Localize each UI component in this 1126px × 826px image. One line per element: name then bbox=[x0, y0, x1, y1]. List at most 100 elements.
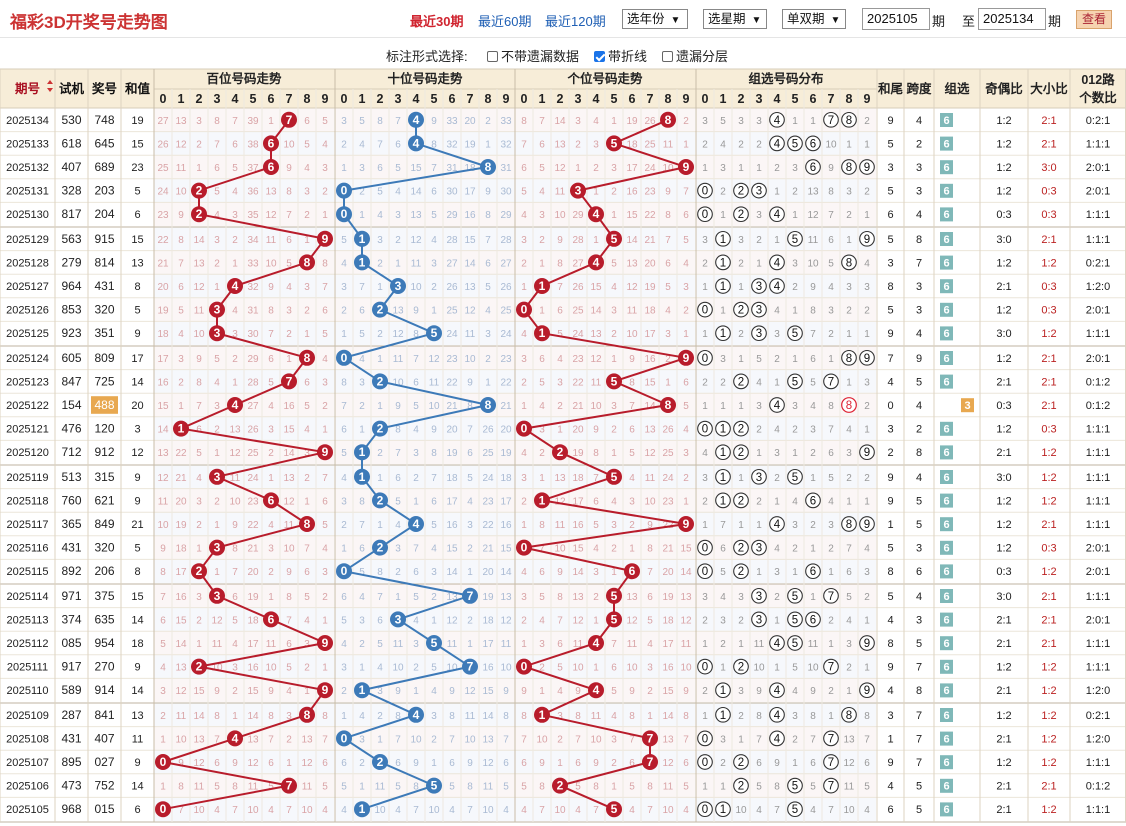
checkbox[interactable] bbox=[487, 51, 498, 62]
omission-value: 2 bbox=[232, 686, 238, 697]
omission-value: 8 bbox=[413, 329, 419, 340]
tens-ball bbox=[354, 682, 370, 699]
trial-cell: 618 bbox=[61, 136, 81, 150]
odd-even-cell: 2:1 bbox=[996, 376, 1011, 388]
omission-value: 12 bbox=[626, 282, 638, 293]
ball-digit: 1 bbox=[359, 470, 366, 484]
omission-value: 4 bbox=[359, 139, 365, 150]
digit-header: 0 bbox=[521, 92, 528, 106]
period-cell: 2025131 bbox=[6, 186, 49, 198]
span-cell: 2 bbox=[916, 138, 922, 150]
sum-tail-cell: 9 bbox=[887, 328, 893, 340]
omission-value: 1 bbox=[395, 258, 401, 269]
omission-value: 26 bbox=[482, 425, 494, 436]
week-select[interactable]: 选星期 ▼ bbox=[703, 9, 767, 29]
digit-header: 4 bbox=[774, 92, 781, 106]
prize-cell: 915 bbox=[94, 232, 114, 246]
omission-value: 28 bbox=[572, 235, 584, 246]
group-ball-digit: 4 bbox=[774, 710, 781, 722]
omission-value: 2 bbox=[377, 258, 383, 269]
omission-value: 15 bbox=[590, 282, 602, 293]
group-ball-digit: 5 bbox=[792, 138, 798, 150]
omission-value: 3 bbox=[611, 734, 617, 745]
group-three-badge bbox=[961, 398, 974, 413]
sum-tail-cell: 5 bbox=[887, 138, 893, 150]
digit-header: 3 bbox=[756, 92, 763, 106]
group-ball bbox=[733, 754, 749, 770]
checkbox[interactable] bbox=[594, 51, 605, 62]
omission-value: 2 bbox=[377, 329, 383, 340]
omission-value: 11 bbox=[681, 639, 692, 650]
omission-value: 9 bbox=[160, 544, 166, 555]
omission-value: 13 bbox=[554, 473, 566, 484]
omission-value: 10 bbox=[662, 805, 674, 816]
recent-30-link[interactable]: 最近30期 bbox=[410, 14, 464, 29]
route-cell: 1:1:1 bbox=[1086, 662, 1110, 674]
omission-value: 7 bbox=[413, 544, 419, 555]
omission-value: 7 bbox=[467, 425, 473, 436]
span-cell: 3 bbox=[916, 543, 922, 555]
omission-value: 7 bbox=[431, 473, 437, 484]
prize-cell: 752 bbox=[94, 779, 114, 793]
omission-value: 7 bbox=[268, 329, 274, 340]
checkbox[interactable] bbox=[662, 51, 673, 62]
hundreds-ball bbox=[317, 635, 333, 651]
omission-value: 39 bbox=[247, 116, 259, 127]
omission-value: 3 bbox=[864, 567, 870, 578]
omission-value: 2 bbox=[304, 663, 310, 674]
omission-value: 19 bbox=[572, 448, 584, 459]
to-period-input[interactable]: 2025134 bbox=[978, 8, 1046, 30]
omission-value: 16 bbox=[283, 401, 295, 412]
omission-value: 3 bbox=[232, 210, 238, 221]
omission-value: 1 bbox=[557, 758, 563, 769]
sum-tail-cell: 4 bbox=[887, 376, 893, 388]
group-ball bbox=[715, 468, 731, 485]
group-ball-digit: 1 bbox=[720, 447, 726, 459]
group-ball bbox=[769, 706, 785, 723]
group-type-value: 6 bbox=[943, 472, 949, 484]
omission-value: 3 bbox=[774, 448, 780, 459]
omission-value: 3 bbox=[738, 686, 744, 697]
omission-value: 1 bbox=[196, 544, 202, 555]
omission-value: 1 bbox=[467, 639, 473, 650]
span-cell: 5 bbox=[916, 376, 922, 388]
omission-value: 6 bbox=[557, 639, 563, 650]
omission-value: 21 bbox=[482, 544, 494, 555]
omission-value: 3 bbox=[647, 663, 653, 674]
omission-value: 30 bbox=[500, 187, 512, 198]
option-polyline[interactable]: 带折线 bbox=[594, 46, 647, 65]
omission-value: 9 bbox=[268, 282, 274, 293]
parity-select[interactable]: 单双期 ▼ bbox=[782, 9, 846, 29]
omission-value: 12 bbox=[247, 758, 259, 769]
omission-value: 10 bbox=[211, 663, 223, 674]
recent-120-link[interactable]: 最近120期 bbox=[545, 14, 606, 29]
omission-value: 10 bbox=[175, 187, 187, 198]
omission-value: 1 bbox=[846, 496, 852, 507]
option-layered[interactable]: 遗漏分层 bbox=[662, 46, 728, 65]
query-button[interactable]: 查看 bbox=[1076, 10, 1112, 29]
period-cell: 2025133 bbox=[6, 138, 49, 150]
omission-value: 2 bbox=[828, 544, 834, 555]
omission-value: 8 bbox=[178, 235, 184, 246]
omission-value: 16 bbox=[247, 663, 259, 674]
from-period-input[interactable]: 2025105 bbox=[862, 8, 930, 30]
option-no-omission[interactable]: 不带遗漏数据 bbox=[487, 46, 579, 65]
omission-value: 7 bbox=[539, 544, 545, 555]
group-ball-digit: 2 bbox=[738, 566, 744, 578]
group-ball-digit: 8 bbox=[846, 400, 852, 412]
span-cell: 7 bbox=[916, 733, 922, 745]
year-select[interactable]: 选年份 ▼ bbox=[622, 9, 688, 29]
omission-value: 1 bbox=[756, 448, 762, 459]
omission-value: 3 bbox=[539, 425, 545, 436]
omission-value: 33 bbox=[247, 258, 259, 269]
big-small-cell: 2:1 bbox=[1041, 376, 1056, 388]
omission-value: 2 bbox=[720, 187, 726, 198]
omission-value: 10 bbox=[753, 663, 765, 674]
units-ball bbox=[552, 777, 568, 794]
omission-value: 4 bbox=[232, 639, 238, 650]
digit-header: 7 bbox=[286, 92, 293, 106]
sort-icon[interactable] bbox=[47, 80, 53, 92]
recent-60-link[interactable]: 最近60期 bbox=[478, 14, 532, 29]
group-six-badge bbox=[940, 374, 953, 389]
omission-value: 13 bbox=[175, 663, 187, 674]
